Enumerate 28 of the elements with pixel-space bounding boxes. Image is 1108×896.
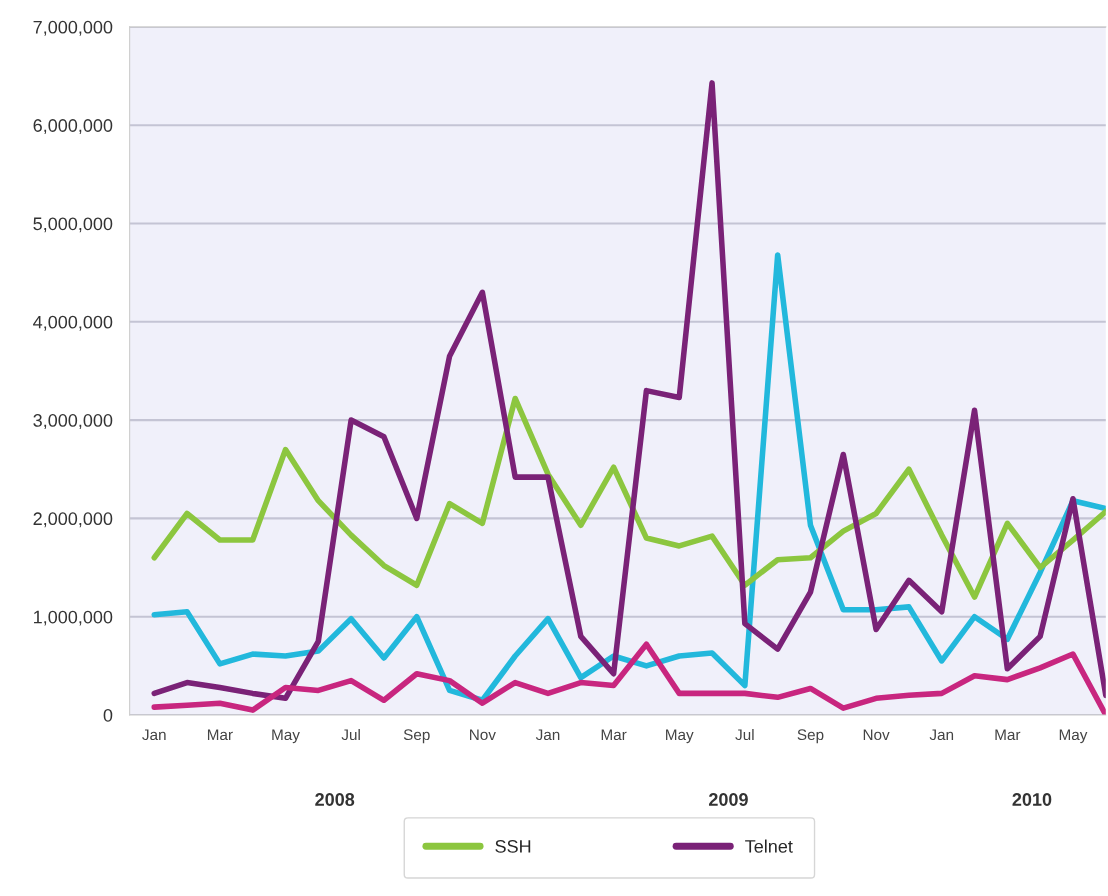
- x-tick-label: May: [1059, 729, 1088, 744]
- y-tick-label: 6,000,000: [33, 119, 113, 135]
- y-tick-label: 2,000,000: [33, 512, 113, 528]
- y-tick-label: 4,000,000: [33, 315, 113, 331]
- y-tick-label: 7,000,000: [33, 20, 113, 36]
- x-tick-label: Mar: [995, 729, 1021, 741]
- text: 2008: [315, 793, 355, 806]
- x-tick-label: Jul: [341, 728, 360, 741]
- x-tick-label: Nov: [863, 729, 890, 741]
- x-tick-label: Mar: [207, 729, 233, 741]
- y-tick-label: 5,000,000: [33, 217, 113, 233]
- legend-label: SSH: [495, 839, 531, 853]
- x-tick-label: Sep: [403, 729, 430, 744]
- x-tick-label: Mar: [601, 729, 627, 741]
- y-tick-label: 3,000,000: [33, 414, 113, 429]
- text: 2009: [708, 793, 748, 806]
- x-tick-label: Jan: [929, 729, 954, 741]
- y-tick-label: 1,000,000: [34, 610, 113, 626]
- x-tick-label: Jan: [142, 729, 166, 741]
- legend-label: Telnet: [745, 839, 793, 853]
- x-tick-label: Jul: [735, 728, 754, 741]
- x-tick-label: Jan: [535, 729, 560, 741]
- x-tick-label: Nov: [470, 729, 496, 741]
- x-tick-label: Sep: [797, 729, 824, 744]
- y-tick-label: 0: [103, 708, 113, 722]
- text: 2010: [1012, 793, 1052, 806]
- x-tick-label: May: [272, 729, 300, 744]
- x-tick-label: May: [666, 729, 694, 744]
